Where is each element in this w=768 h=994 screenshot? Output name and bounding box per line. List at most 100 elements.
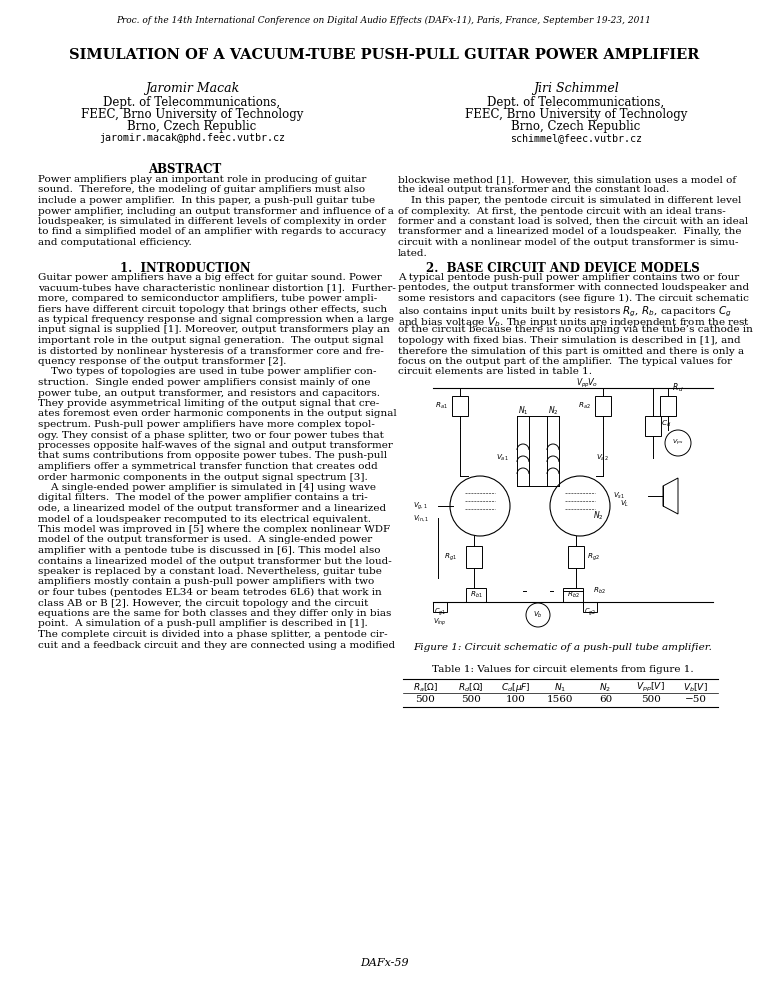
Text: −50: −50 bbox=[684, 695, 707, 704]
Bar bbox=[466, 546, 482, 568]
Text: transformer and a linearized model of a loudspeaker.  Finally, the: transformer and a linearized model of a … bbox=[398, 228, 741, 237]
Text: ogy. They consist of a phase splitter, two or four power tubes that: ogy. They consist of a phase splitter, t… bbox=[38, 430, 384, 439]
Text: Brno, Czech Republic: Brno, Czech Republic bbox=[127, 120, 257, 133]
Text: of the circuit because there is no coupling via the tube’s cathode in: of the circuit because there is no coupl… bbox=[398, 325, 753, 335]
Text: the ideal output transformer and the constant load.: the ideal output transformer and the con… bbox=[398, 186, 669, 195]
Text: order harmonic components in the output signal spectrum [3].: order harmonic components in the output … bbox=[38, 472, 368, 481]
Text: struction.  Single ended power amplifiers consist mainly of one: struction. Single ended power amplifiers… bbox=[38, 378, 370, 387]
Text: Table 1: Values for circuit elements from figure 1.: Table 1: Values for circuit elements fro… bbox=[432, 665, 694, 674]
Text: $V_{inp}$: $V_{inp}$ bbox=[433, 616, 447, 628]
Text: 2.  BASE CIRCUIT AND DEVICE MODELS: 2. BASE CIRCUIT AND DEVICE MODELS bbox=[426, 262, 700, 275]
Text: or four tubes (pentodes EL34 or beam tetrodes 6L6) that work in: or four tubes (pentodes EL34 or beam tet… bbox=[38, 588, 382, 597]
Text: circuit with a nonlinear model of the output transformer is simu-: circuit with a nonlinear model of the ou… bbox=[398, 238, 739, 247]
Text: A single-ended power amplifier is simulated in [4] using wave: A single-ended power amplifier is simula… bbox=[38, 483, 376, 492]
Text: lated.: lated. bbox=[398, 248, 428, 257]
Text: $R_{g2}$: $R_{g2}$ bbox=[587, 552, 600, 563]
Text: $V_b[V]$: $V_b[V]$ bbox=[683, 681, 708, 694]
Text: $V_{in,1}$: $V_{in,1}$ bbox=[413, 513, 429, 523]
Text: Proc. of the 14th International Conference on Digital Audio Effects (DAFx-11), P: Proc. of the 14th International Conferen… bbox=[117, 16, 651, 25]
Text: $V_{pp}[V]$: $V_{pp}[V]$ bbox=[636, 681, 665, 694]
Text: $R_a[\Omega]$: $R_a[\Omega]$ bbox=[412, 681, 439, 694]
Text: This model was improved in [5] where the complex nonlinear WDF: This model was improved in [5] where the… bbox=[38, 525, 390, 534]
Text: class AB or B [2]. However, the circuit topology and the circuit: class AB or B [2]. However, the circuit … bbox=[38, 598, 369, 607]
Text: DAFx-59: DAFx-59 bbox=[359, 958, 409, 968]
Text: $V_{pp}$: $V_{pp}$ bbox=[576, 377, 590, 390]
Text: $N_1$: $N_1$ bbox=[554, 681, 567, 694]
Bar bbox=[568, 546, 584, 568]
Text: and computational efficiency.: and computational efficiency. bbox=[38, 238, 192, 247]
Text: to find a simplified model of an amplifier with regards to accuracy: to find a simplified model of an amplifi… bbox=[38, 228, 386, 237]
Text: Brno, Czech Republic: Brno, Czech Republic bbox=[511, 120, 641, 133]
Text: $V_{a1}$: $V_{a1}$ bbox=[496, 453, 508, 463]
Text: focus on the output part of the amplifier.  The typical values for: focus on the output part of the amplifie… bbox=[398, 357, 732, 366]
Text: amplifiers mostly contain a push-pull power amplifiers with two: amplifiers mostly contain a push-pull po… bbox=[38, 578, 374, 586]
Text: as typical frequency response and signal compression when a large: as typical frequency response and signal… bbox=[38, 315, 394, 324]
Text: Figure 1: Circuit schematic of a push-pull tube amplifier.: Figure 1: Circuit schematic of a push-pu… bbox=[413, 643, 713, 652]
Text: $V_L$: $V_L$ bbox=[620, 499, 629, 509]
Text: Two types of topologies are used in tube power amplifier con-: Two types of topologies are used in tube… bbox=[38, 368, 376, 377]
Text: $R_{g1}$: $R_{g1}$ bbox=[444, 552, 457, 563]
Text: model of the output transformer is used.  A single-ended power: model of the output transformer is used.… bbox=[38, 536, 372, 545]
Text: SIMULATION OF A VACUUM-TUBE PUSH-PULL GUITAR POWER AMPLIFIER: SIMULATION OF A VACUUM-TUBE PUSH-PULL GU… bbox=[69, 48, 699, 62]
Text: schimmel@feec.vutbr.cz: schimmel@feec.vutbr.cz bbox=[510, 133, 642, 143]
Bar bbox=[433, 602, 447, 612]
Text: and bias voltage $V_b$. The input units are independent from the rest: and bias voltage $V_b$. The input units … bbox=[398, 315, 750, 329]
Text: ates foremost even order harmonic components in the output signal: ates foremost even order harmonic compon… bbox=[38, 410, 397, 418]
Text: 500: 500 bbox=[461, 695, 481, 704]
Text: $N_2$: $N_2$ bbox=[593, 510, 604, 522]
Text: $R_{b1}$: $R_{b1}$ bbox=[469, 589, 482, 600]
Text: blockwise method [1].  However, this simulation uses a model of: blockwise method [1]. However, this simu… bbox=[398, 175, 736, 184]
Text: Guitar power amplifiers have a big effect for guitar sound. Power: Guitar power amplifiers have a big effec… bbox=[38, 273, 382, 282]
Text: point.  A simulation of a push-pull amplifier is described in [1].: point. A simulation of a push-pull ampli… bbox=[38, 619, 368, 628]
Text: circuit elements are listed in table 1.: circuit elements are listed in table 1. bbox=[398, 368, 592, 377]
Text: Dept. of Telecommunications,: Dept. of Telecommunications, bbox=[488, 96, 664, 109]
Text: FEEC, Brno University of Technology: FEEC, Brno University of Technology bbox=[81, 108, 303, 121]
Text: fiers have different circuit topology that brings other effects, such: fiers have different circuit topology th… bbox=[38, 304, 387, 313]
Bar bbox=[583, 602, 597, 612]
Text: $V_o$: $V_o$ bbox=[588, 377, 598, 390]
Text: $N_2$: $N_2$ bbox=[600, 681, 611, 694]
Text: vacuum-tubes have characteristic nonlinear distortion [1].  Further-: vacuum-tubes have characteristic nonline… bbox=[38, 283, 396, 292]
Text: Jiri Schimmel: Jiri Schimmel bbox=[533, 82, 619, 95]
Text: processes opposite half-waves of the signal and output transformer: processes opposite half-waves of the sig… bbox=[38, 441, 393, 450]
Text: some resistors and capacitors (see figure 1). The circuit schematic: some resistors and capacitors (see figur… bbox=[398, 294, 749, 303]
Bar bbox=[595, 396, 611, 416]
Text: former and a constant load is solved, then the circuit with an ideal: former and a constant load is solved, th… bbox=[398, 217, 748, 226]
Text: topology with fixed bias. Their simulation is described in [1], and: topology with fixed bias. Their simulati… bbox=[398, 336, 740, 345]
Text: A typical pentode push-pull power amplifier contains two or four: A typical pentode push-pull power amplif… bbox=[398, 273, 740, 282]
Text: FEEC, Brno University of Technology: FEEC, Brno University of Technology bbox=[465, 108, 687, 121]
Text: $C_d$: $C_d$ bbox=[661, 418, 671, 429]
Text: sound.  Therefore, the modeling of guitar amplifiers must also: sound. Therefore, the modeling of guitar… bbox=[38, 186, 365, 195]
Text: Dept. of Telecommunications,: Dept. of Telecommunications, bbox=[104, 96, 280, 109]
Text: important role in the output signal generation.  The output signal: important role in the output signal gene… bbox=[38, 336, 384, 345]
Text: more, compared to semiconductor amplifiers, tube power ampli-: more, compared to semiconductor amplifie… bbox=[38, 294, 377, 303]
Text: is distorted by nonlinear hysteresis of a transformer core and fre-: is distorted by nonlinear hysteresis of … bbox=[38, 347, 384, 356]
Bar bbox=[452, 396, 468, 416]
Text: $N_2$: $N_2$ bbox=[548, 405, 558, 417]
Bar bbox=[466, 588, 486, 602]
Text: model of a loudspeaker recomputed to its electrical equivalent.: model of a loudspeaker recomputed to its… bbox=[38, 515, 371, 524]
Text: power amplifier, including an output transformer and influence of a: power amplifier, including an output tra… bbox=[38, 207, 394, 216]
Text: 60: 60 bbox=[599, 695, 612, 704]
Text: of complexity.  At first, the pentode circuit with an ideal trans-: of complexity. At first, the pentode cir… bbox=[398, 207, 726, 216]
Text: equations are the same for both classes and they differ only in bias: equations are the same for both classes … bbox=[38, 609, 392, 618]
Text: also contains input units built by resistors $R_g$, $R_b$, capacitors $C_g$: also contains input units built by resis… bbox=[398, 304, 732, 319]
Text: In this paper, the pentode circuit is simulated in different level: In this paper, the pentode circuit is si… bbox=[398, 196, 741, 205]
Text: 1.  INTRODUCTION: 1. INTRODUCTION bbox=[120, 262, 250, 275]
Text: The complete circuit is divided into a phase splitter, a pentode cir-: The complete circuit is divided into a p… bbox=[38, 630, 388, 639]
Text: 1560: 1560 bbox=[548, 695, 574, 704]
Text: Jaromir Macak: Jaromir Macak bbox=[145, 82, 239, 95]
Text: speaker is replaced by a constant load. Nevertheless, guitar tube: speaker is replaced by a constant load. … bbox=[38, 567, 382, 576]
Text: $C_{g1}$: $C_{g1}$ bbox=[434, 606, 446, 617]
Text: $R_{b2}$: $R_{b2}$ bbox=[593, 585, 606, 596]
Text: $N_1$: $N_1$ bbox=[518, 405, 528, 417]
Text: Power amplifiers play an important role in producing of guitar: Power amplifiers play an important role … bbox=[38, 175, 366, 184]
Text: pentodes, the output transformer with connected loudspeaker and: pentodes, the output transformer with co… bbox=[398, 283, 749, 292]
Text: $R_d[\Omega]$: $R_d[\Omega]$ bbox=[458, 681, 483, 694]
Text: input signal is supplied [1]. Moreover, output transformers play an: input signal is supplied [1]. Moreover, … bbox=[38, 325, 390, 335]
Text: $C_{g2}$: $C_{g2}$ bbox=[584, 606, 596, 617]
Text: $R_{b2}$: $R_{b2}$ bbox=[567, 589, 579, 600]
Text: that sums contributions from opposite power tubes. The push-pull: that sums contributions from opposite po… bbox=[38, 451, 387, 460]
Text: $V_b$: $V_b$ bbox=[533, 610, 543, 620]
Text: contains a linearized model of the output transformer but the loud-: contains a linearized model of the outpu… bbox=[38, 557, 392, 566]
